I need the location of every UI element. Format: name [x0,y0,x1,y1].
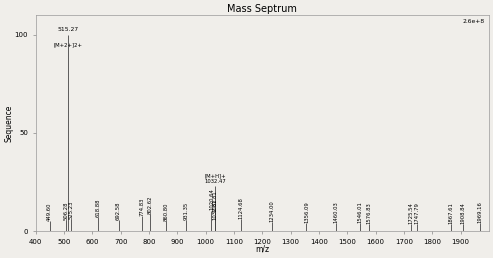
X-axis label: m/z: m/z [255,245,269,254]
Y-axis label: Sequence: Sequence [4,104,13,142]
Text: 1546.01: 1546.01 [358,201,363,223]
Text: [M+2+]2+: [M+2+]2+ [54,43,83,47]
Text: 506.28: 506.28 [63,201,69,220]
Text: 525.23: 525.23 [69,200,73,219]
Text: 692.58: 692.58 [116,201,121,220]
Text: 1747.79: 1747.79 [415,202,420,224]
Text: 1356.09: 1356.09 [304,201,309,223]
Text: 1020.64: 1020.64 [209,188,214,210]
Text: 860.80: 860.80 [164,202,169,221]
Text: 515.27: 515.27 [58,27,79,32]
Text: 1460.03: 1460.03 [333,201,338,223]
Text: 1969.16: 1969.16 [478,201,483,223]
Text: 1867.61: 1867.61 [449,202,454,224]
Text: 618.88: 618.88 [95,198,100,217]
Title: Mass Septrum: Mass Septrum [227,4,297,14]
Text: 2.6e+8: 2.6e+8 [462,19,484,24]
Text: 1234.00: 1234.00 [269,200,275,222]
Text: 802.62: 802.62 [147,195,152,214]
Text: [M+H]+
1032.47: [M+H]+ 1032.47 [204,173,226,184]
Text: 931.35: 931.35 [184,201,189,220]
Text: 1031.81: 1031.81 [212,190,217,212]
Text: 774.83: 774.83 [140,197,144,216]
Text: 1576.83: 1576.83 [366,202,372,224]
Text: 1032.62: 1032.62 [212,198,217,220]
Text: 1725.54: 1725.54 [409,202,414,224]
Text: 1908.84: 1908.84 [460,202,465,224]
Text: 449.60: 449.60 [47,202,52,221]
Text: 1124.68: 1124.68 [239,197,244,219]
